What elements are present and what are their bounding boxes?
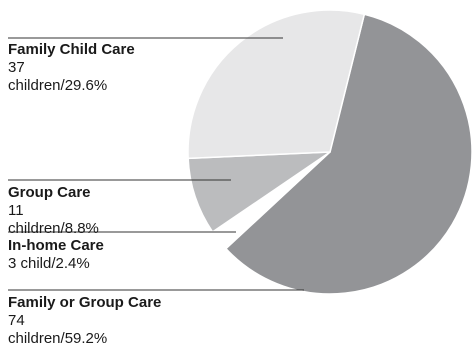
slice-name: Family or Group Care xyxy=(8,294,162,311)
slice-name: In-home Care xyxy=(8,237,104,254)
label-in-home-care: In-home Care 3 child/2.4% xyxy=(8,237,104,273)
pie-slice-family-child-care xyxy=(187,9,366,160)
slice-value: 3 child/2.4% xyxy=(8,255,90,272)
slice-name: Group Care xyxy=(8,184,91,201)
slice-value: 74 children/59.2% xyxy=(8,312,108,347)
pie-slices xyxy=(187,9,472,295)
label-group-care: Group Care 11 children/8.8% xyxy=(8,184,118,238)
slice-value: 11 children/8.8% xyxy=(8,202,99,237)
label-family-or-group-care: Family or Group Care 74 children/59.2% xyxy=(8,294,161,348)
pie-slice-family-or-group-care xyxy=(225,13,472,295)
slice-value: 37 children/29.6% xyxy=(8,59,108,94)
slice-name: Family Child Care xyxy=(8,41,135,58)
label-family-child-care: Family Child Care 37 children/29.6% xyxy=(8,41,135,95)
leader-lines xyxy=(8,37,304,291)
